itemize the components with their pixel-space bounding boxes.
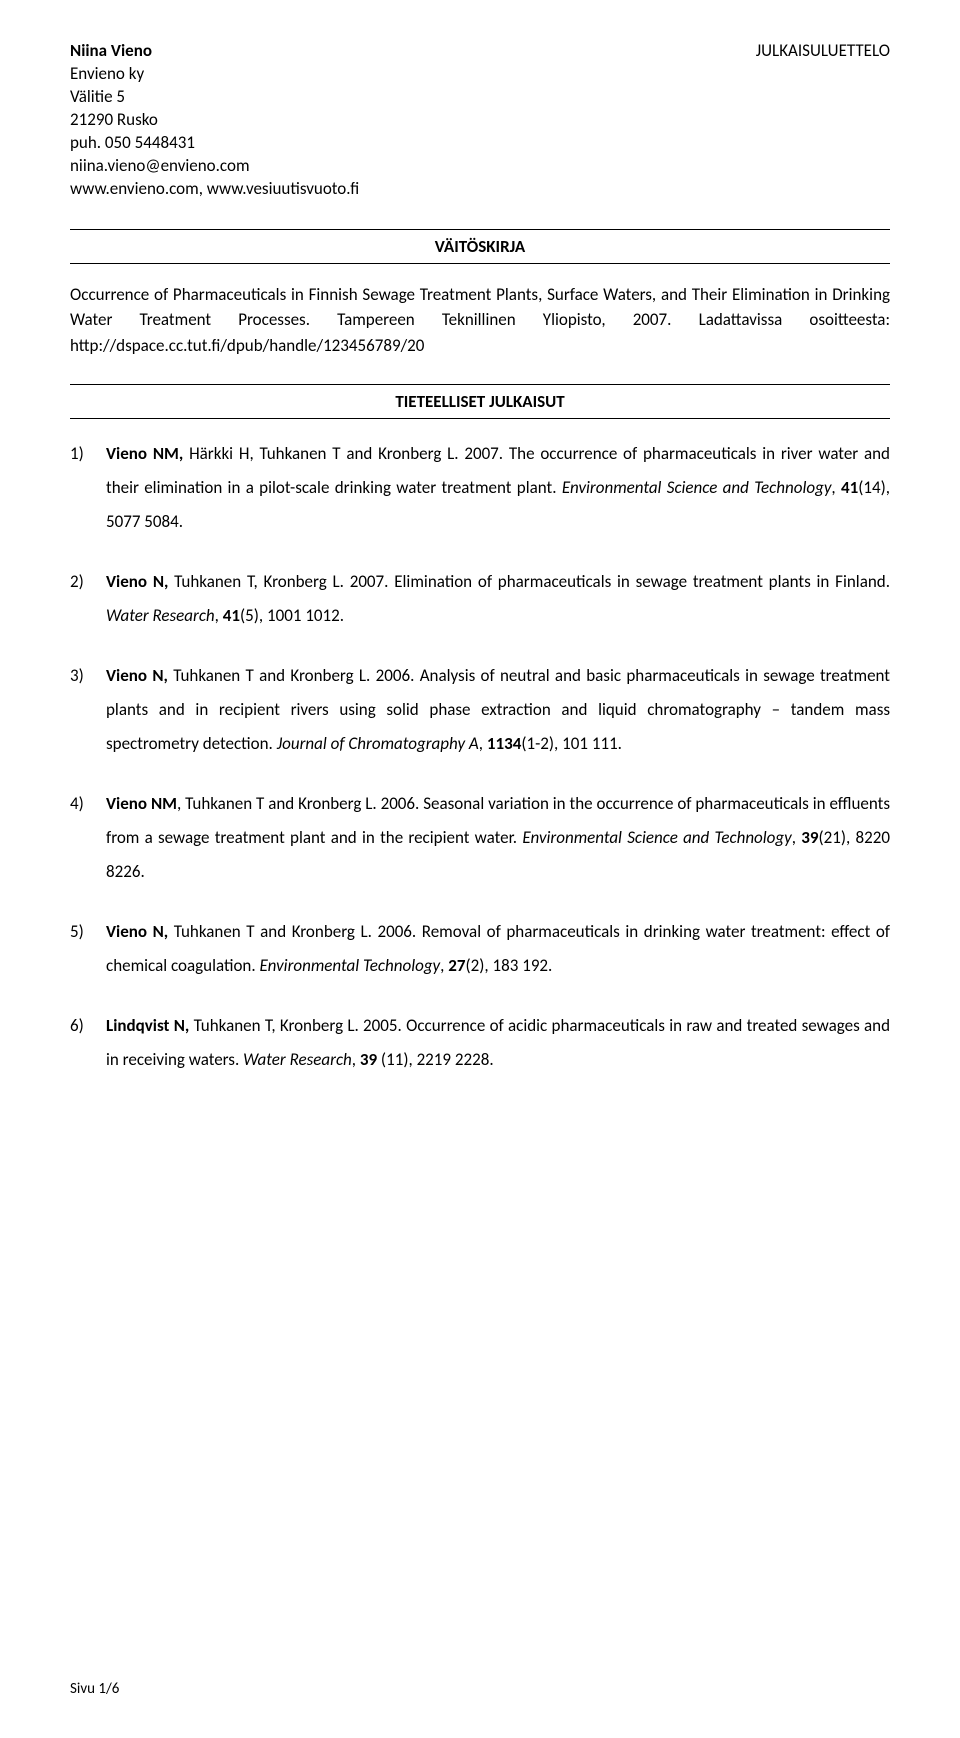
header-phone: puh. 050 5448431 — [70, 132, 890, 155]
header-web: www.envieno.com, www.vesiuutisvuoto.fi — [70, 178, 890, 201]
list-item: Vieno NM, Härkki H, Tuhkanen T and Kronb… — [70, 437, 890, 539]
journal: Water Research — [243, 1049, 352, 1070]
author-bold: Vieno N, — [106, 571, 168, 592]
author-bold: Vieno N, — [106, 921, 168, 942]
journal: Environmental Technology — [259, 955, 440, 976]
author-bold: Vieno NM, — [106, 443, 183, 464]
tail: (5), 1001 1012. — [240, 605, 344, 626]
list-item: Vieno N, Tuhkanen T, Kronberg L. 2007. E… — [70, 565, 890, 633]
header-left: Niina Vieno Envieno ky Välitie 5 21290 R… — [70, 40, 890, 201]
comma: , — [792, 827, 802, 848]
author-bold: Vieno NM — [106, 793, 177, 814]
volume: 41 — [841, 477, 858, 498]
author-bold: Lindqvist N, — [106, 1015, 189, 1036]
section1-intro: Occurrence of Pharmaceuticals in Finnish… — [70, 282, 890, 359]
list-item: Vieno N, Tuhkanen T and Kronberg L. 2006… — [70, 915, 890, 983]
tail: (2), 183 192. — [466, 955, 553, 976]
tail: (11), 2219 2228. — [377, 1049, 494, 1070]
publication-list: Vieno NM, Härkki H, Tuhkanen T and Kronb… — [70, 437, 890, 1077]
author-rest: Tuhkanen T, Kronberg L. 2005. Occurrence… — [106, 1015, 890, 1070]
journal: Environmental Science and Technology — [522, 827, 791, 848]
header-company: Envieno ky — [70, 63, 890, 86]
comma: , — [352, 1049, 360, 1070]
header-email: niina.vieno@envieno.com — [70, 155, 890, 178]
section2-title: TIETEELLISET JULKAISUT — [70, 384, 890, 419]
journal: Environmental Science and Technology — [562, 477, 832, 498]
comma: , — [479, 733, 487, 754]
volume: 1134 — [487, 733, 521, 754]
comma: , — [215, 605, 223, 626]
comma: , — [831, 477, 841, 498]
journal: Journal of Chromatography A — [277, 733, 479, 754]
volume: 27 — [448, 955, 465, 976]
list-item: Vieno N, Tuhkanen T and Kronberg L. 2006… — [70, 659, 890, 761]
header-city: 21290 Rusko — [70, 109, 890, 132]
list-item: Vieno NM, Tuhkanen T and Kronberg L. 200… — [70, 787, 890, 889]
author-bold: Vieno N, — [106, 665, 168, 686]
journal: Water Research — [106, 605, 215, 626]
header-street: Välitie 5 — [70, 86, 890, 109]
section1-title: VÄITÖSKIRJA — [70, 229, 890, 264]
header: Niina Vieno Envieno ky Välitie 5 21290 R… — [70, 40, 890, 201]
tail: (1-2), 101 111. — [521, 733, 622, 754]
list-item: Lindqvist N, Tuhkanen T, Kronberg L. 200… — [70, 1009, 890, 1077]
header-doc-type: JULKAISULUETTELO — [756, 40, 890, 61]
volume: 39 — [360, 1049, 377, 1070]
volume: 39 — [801, 827, 818, 848]
volume: 41 — [223, 605, 240, 626]
author-rest: Tuhkanen T, Kronberg L. 2007. Eliminatio… — [168, 571, 890, 592]
page-footer: Sivu 1/6 — [70, 1680, 119, 1698]
